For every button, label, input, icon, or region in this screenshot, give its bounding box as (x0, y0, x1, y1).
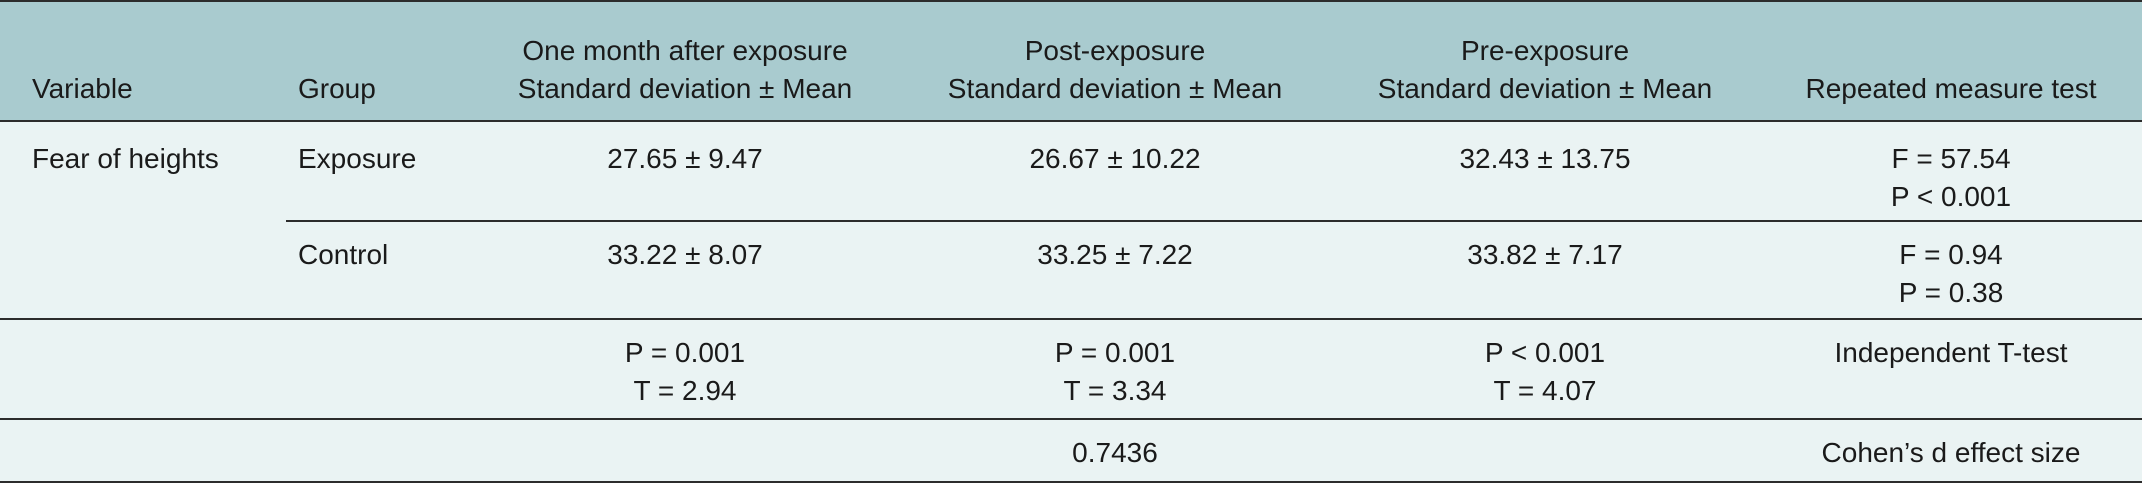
ttest-empty-group (286, 318, 470, 419)
header-row: Variable Group One month after exposure … (0, 0, 2142, 122)
group-cell-exposure: Exposure (298, 143, 417, 174)
header-one-month-title: One month after exposure (522, 35, 848, 66)
header-pre-exposure: Pre-exposure Standard deviation ± Mean (1330, 0, 1760, 122)
control-p-value: P = 0.38 (1898, 277, 2004, 308)
table-row-exposure: Fear of heights Exposure 27.65 ± 9.47 26… (0, 121, 2142, 221)
header-pre-subtitle: Standard deviation ± Mean (1377, 73, 1713, 104)
ttest-one-month-t: T = 2.94 (633, 375, 737, 406)
cohen-value: 0.7436 (1072, 437, 1158, 468)
group-cell-control: Control (286, 220, 470, 319)
variable-cell: Fear of heights (32, 143, 219, 174)
cell-ttest-pre: P < 0.001 T = 4.07 (1330, 318, 1760, 419)
cell-cohen-label: Cohen’s d effect size (1760, 418, 2142, 483)
cell-control-pre: 33.82 ± 7.17 (1330, 220, 1760, 319)
cell-exposure-one-month: 27.65 ± 9.47 (607, 143, 763, 174)
header-repeated-measure: Repeated measure test (1760, 0, 2142, 122)
header-post-exposure: Post-exposure Standard deviation ± Mean (900, 0, 1330, 122)
header-one-month-subtitle: Standard deviation ± Mean (517, 73, 853, 104)
ttest-post-t: T = 3.34 (1063, 375, 1167, 406)
header-pre-title: Pre-exposure (1460, 35, 1630, 66)
cell-control-one-month: 33.22 ± 8.07 (470, 220, 900, 319)
ttest-one-month-p: P = 0.001 (624, 337, 746, 368)
control-f-value: F = 0.94 (1899, 239, 2003, 270)
ttest-pre-p: P < 0.001 (1484, 337, 1606, 368)
header-group: Group (286, 0, 470, 122)
table-row-ttest: P = 0.001 T = 2.94 P = 0.001 T = 3.34 P … (0, 318, 2142, 419)
cohen-empty-group (286, 418, 470, 483)
cell-control-post: 33.25 ± 7.22 (900, 220, 1330, 319)
cell-ttest-post: P = 0.001 T = 3.34 (900, 318, 1330, 419)
table-row-cohen: 0.7436 Cohen’s d effect size (0, 418, 2142, 483)
cell-ttest-label: Independent T-test (1760, 318, 2142, 419)
cell-exposure-test: F = 57.54 P < 0.001 (1760, 121, 2142, 221)
cell-exposure-post: 26.67 ± 10.22 (1029, 143, 1201, 174)
cell-cohen-value: 0.7436 (470, 418, 1760, 483)
cell-ttest-one-month: P = 0.001 T = 2.94 (470, 318, 900, 419)
ttest-empty-variable (0, 318, 286, 419)
ttest-pre-t: T = 4.07 (1493, 375, 1597, 406)
header-post-subtitle: Standard deviation ± Mean (947, 73, 1283, 104)
exposure-p-value: P < 0.001 (1890, 181, 2012, 212)
table-row-control: Control 33.22 ± 8.07 33.25 ± 7.22 33.82 … (0, 220, 2142, 319)
cell-exposure-pre: 32.43 ± 13.75 (1459, 143, 1631, 174)
header-post-title: Post-exposure (1024, 35, 1206, 66)
table-header: Variable Group One month after exposure … (0, 0, 2142, 122)
cohen-empty-variable (0, 418, 286, 483)
header-one-month: One month after exposure Standard deviat… (470, 0, 900, 122)
exposure-f-value: F = 57.54 (1891, 143, 2011, 174)
ttest-post-p: P = 0.001 (1054, 337, 1176, 368)
table-body: Fear of heights Exposure 27.65 ± 9.47 26… (0, 121, 2142, 483)
header-variable: Variable (0, 0, 286, 122)
cell-control-test: F = 0.94 P = 0.38 (1760, 220, 2142, 319)
